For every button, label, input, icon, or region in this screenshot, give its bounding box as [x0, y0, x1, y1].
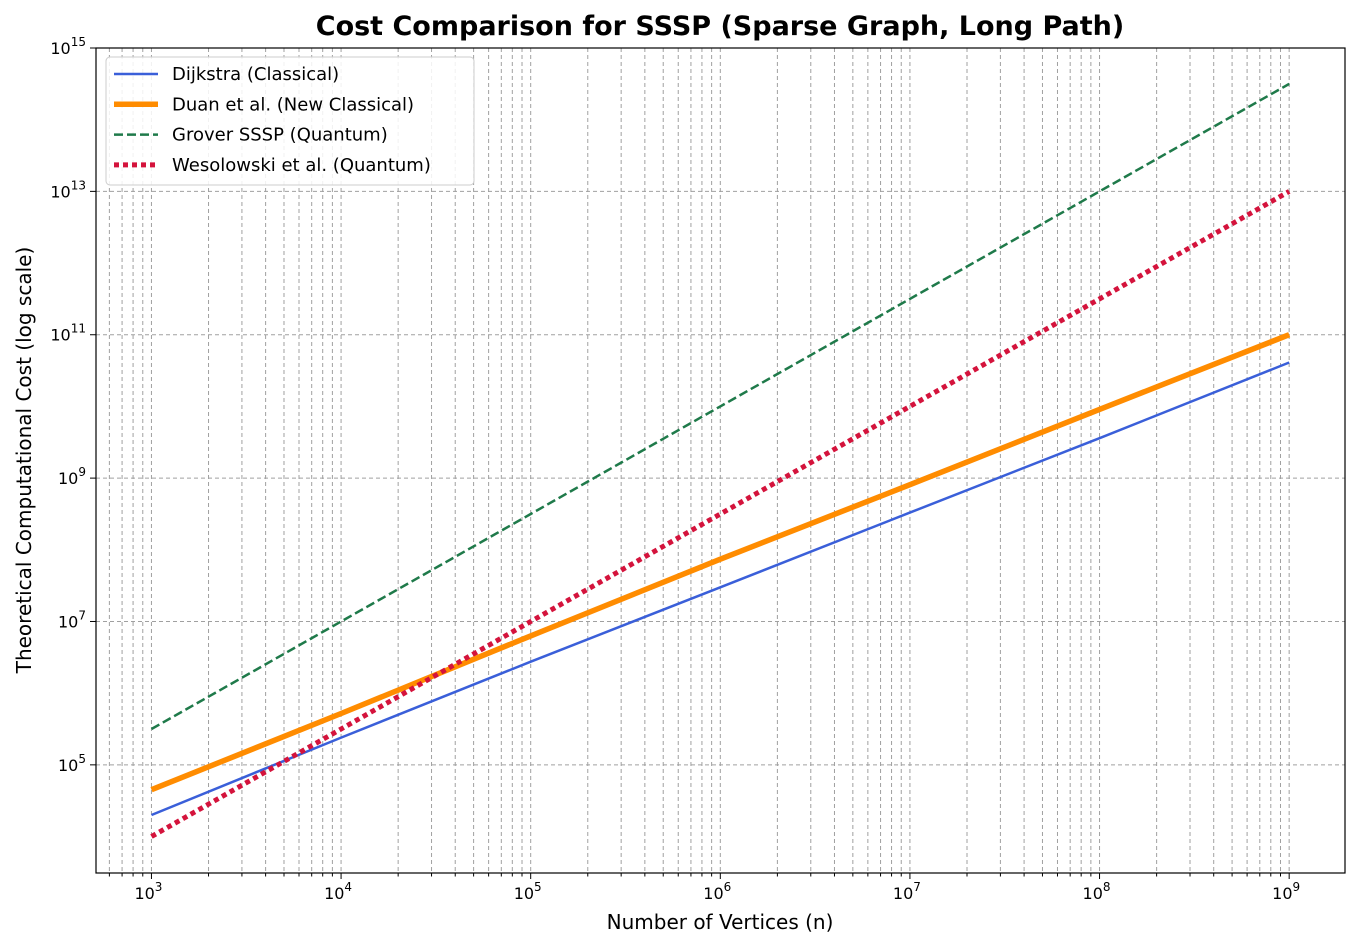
legend-label: Dijkstra (Classical)	[172, 64, 339, 85]
legend: Dijkstra (Classical) Duan et al. (New Cla…	[105, 56, 475, 186]
x-tick-label: 109	[1272, 880, 1300, 903]
y-tick-label: 109	[58, 465, 86, 488]
legend-label: Grover SSSP (Quantum)	[172, 125, 388, 146]
x-tick-label: 107	[893, 880, 921, 903]
chart-title: Cost Comparison for SSSP (Sparse Graph, …	[316, 11, 1125, 42]
series-line-grover-sssp-quantum	[150, 82, 1290, 731]
series-group	[150, 82, 1291, 839]
legend-box	[105, 56, 475, 186]
x-tick-label: 103	[134, 880, 162, 903]
y-tick-label: 105	[58, 752, 86, 775]
x-tick-label: 105	[514, 880, 542, 903]
ticks: 105 107 109 1011 1013 1015 103 104 105 106 107 108 1…	[50, 35, 1300, 903]
legend-label: Wesolowski et al. (Quantum)	[172, 155, 431, 176]
series-line-duan-et-al-new-classical	[150, 332, 1291, 793]
legend-label: Duan et al. (New Classical)	[172, 94, 414, 115]
series-line-dijkstra-classical	[151, 361, 1290, 817]
y-tick-label: 1013	[50, 178, 86, 201]
y-tick-label: 1011	[50, 322, 86, 345]
x-tick-label: 108	[1083, 880, 1111, 903]
x-tick-label: 106	[703, 880, 731, 903]
y-tick-label: 107	[58, 608, 86, 631]
y-tick-label: 1015	[50, 35, 86, 58]
x-tick-label: 104	[324, 880, 352, 903]
series-line-wesolowski-et-al-quantum	[150, 189, 1291, 839]
x-axis-label: Number of Vertices (n)	[607, 910, 834, 934]
grid	[96, 47, 1345, 873]
y-axis-label: Theoretical Computational Cost (log scal…	[12, 247, 36, 675]
